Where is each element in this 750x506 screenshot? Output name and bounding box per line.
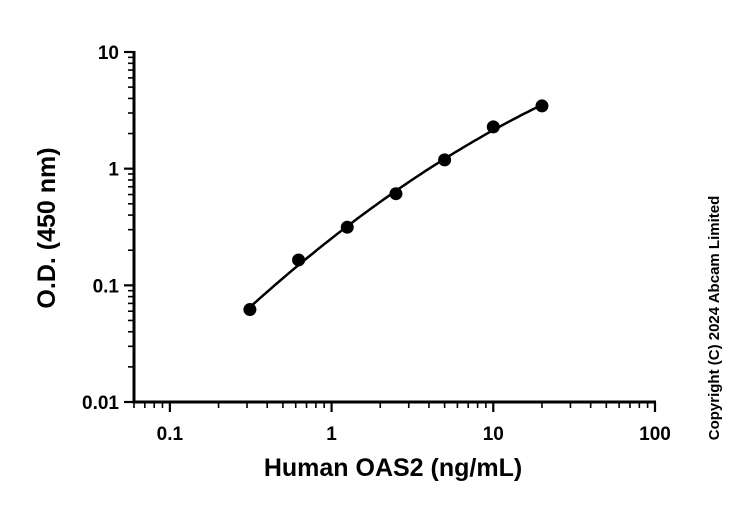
data-point: [438, 153, 452, 167]
fit-curve-group: [249, 103, 543, 309]
data-points: [243, 99, 549, 317]
data-point: [389, 187, 403, 201]
data-point: [340, 220, 354, 234]
copyright-text: Copyright (C) 2024 Abcam Limited: [706, 196, 723, 440]
fit-curve: [249, 103, 543, 309]
y-tick-label: 0.01: [82, 393, 119, 414]
x-tick-label: 0.1: [157, 424, 184, 445]
data-point: [292, 253, 306, 267]
data-point: [243, 303, 257, 317]
y-tick-label: 10: [98, 43, 119, 64]
data-point: [486, 120, 500, 134]
x-axis-title: Human OAS2 (ng/mL): [264, 454, 522, 482]
y-axis-title: O.D. (450 nm): [33, 147, 61, 308]
x-tick-label: 1: [326, 424, 337, 445]
y-tick-label: 0.1: [93, 276, 120, 297]
tick-labels: 0.01 0.1 1 10 0.1 1 10 100: [82, 43, 671, 445]
y-tick-label: 1: [108, 160, 119, 181]
axes: [132, 51, 656, 404]
data-point: [535, 99, 549, 113]
ticks: [124, 50, 657, 412]
x-tick-label: 10: [483, 424, 504, 445]
x-tick-label: 100: [639, 424, 671, 445]
